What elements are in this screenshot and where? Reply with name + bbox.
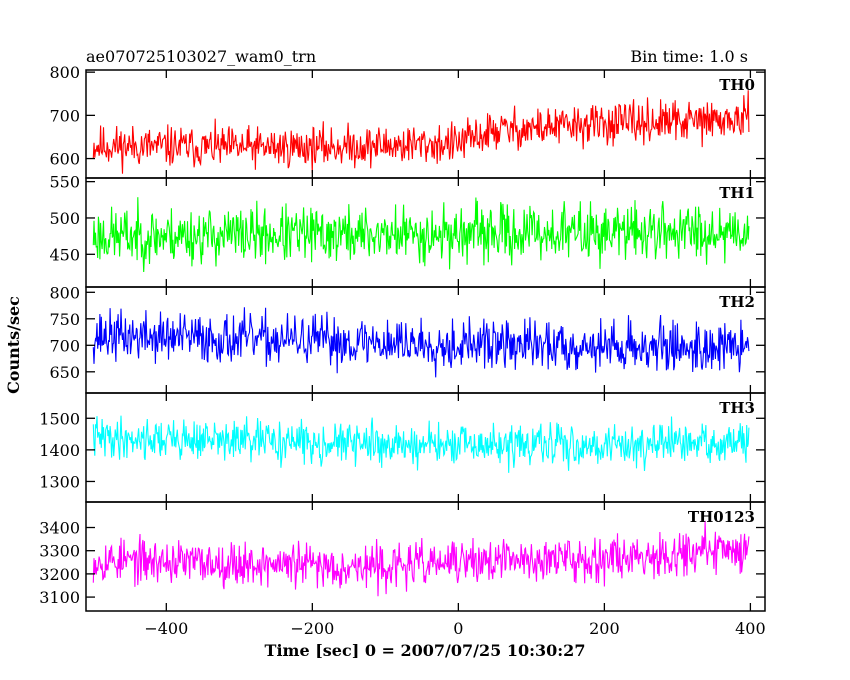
panel-label-th0: TH0 xyxy=(719,76,755,94)
y-tick-label: 800 xyxy=(49,63,80,82)
bin-time-label: Bin time: 1.0 s xyxy=(630,47,748,66)
y-tick-label: 3400 xyxy=(39,519,80,538)
y-tick-label: 600 xyxy=(49,150,80,169)
panel-label-th1: TH1 xyxy=(719,184,755,202)
y-tick-label: 800 xyxy=(49,283,80,302)
y-tick-label: 650 xyxy=(49,363,80,382)
y-tick-label: 450 xyxy=(49,245,80,264)
panel-th1: 450 500 550 TH1 xyxy=(49,173,766,288)
y-tick-label: 700 xyxy=(49,106,80,125)
y-tick-label: 3200 xyxy=(39,565,80,584)
y-tick-label: 1500 xyxy=(39,409,80,428)
panel-th0123: 3100 3200 3300 3400 TH0123 xyxy=(39,501,766,612)
series-th1-line xyxy=(92,197,750,273)
panel-th0: 600 700 800 TH0 xyxy=(49,63,766,179)
y-tick-label: 3100 xyxy=(39,588,80,607)
series-th3-line xyxy=(92,415,750,473)
panel-frame xyxy=(85,501,766,612)
panels-group: 600 700 800 TH0 450 500 550 TH1 650 700 750 800 TH2 1… xyxy=(39,63,766,612)
y-axis-label: Counts/sec xyxy=(4,296,23,394)
y-tick-label: 3300 xyxy=(39,542,80,561)
series-th0-line xyxy=(92,90,750,174)
y-tick-label: 750 xyxy=(49,310,80,329)
y-tick-label: 500 xyxy=(49,209,80,228)
x-tick-label: 400 xyxy=(735,619,766,638)
panel-th3: 1300 1400 1500 TH3 xyxy=(39,392,766,503)
series-th2-line xyxy=(92,307,750,378)
y-tick-label: 1300 xyxy=(39,472,80,491)
x-tick-label: −400 xyxy=(144,619,188,638)
x-axis-label: Time [sec] 0 = 2007/07/25 10:30:27 xyxy=(265,641,586,660)
y-tick-label: 1400 xyxy=(39,441,80,460)
panel-th2: 650 700 750 800 TH2 xyxy=(49,283,766,394)
panel-frame xyxy=(85,69,766,179)
panel-label-th0123: TH0123 xyxy=(688,508,755,526)
x-tick-label: 0 xyxy=(453,619,463,638)
x-tick-label: 200 xyxy=(589,619,620,638)
panel-label-th2: TH2 xyxy=(719,293,755,311)
x-tick-label: −200 xyxy=(290,619,334,638)
x-axis-tick-labels: −400 −200 0 200 400 xyxy=(144,619,765,638)
y-tick-label: 700 xyxy=(49,336,80,355)
panel-label-th3: TH3 xyxy=(719,399,755,417)
series-th0123-line xyxy=(92,520,750,597)
y-tick-label: 550 xyxy=(49,173,80,192)
plot-title: ae070725103027_wam0_trn xyxy=(86,47,316,66)
